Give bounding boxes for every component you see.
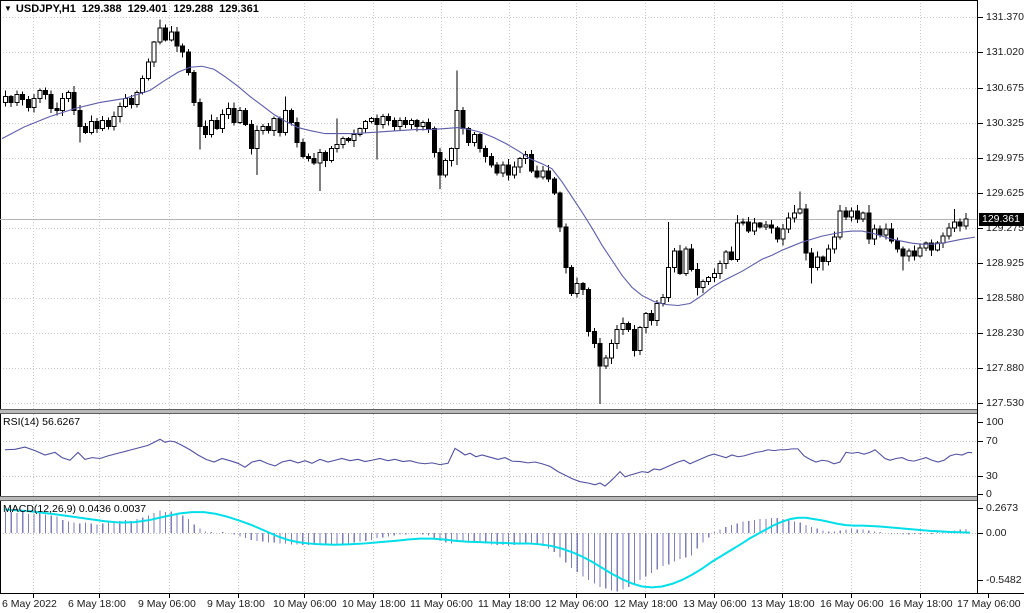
time-axis[interactable]: 6 May 2022 6 May 18:00 9 May 06:00 9 May 18… <box>0 593 1024 613</box>
price-axis-label: 131.020 <box>986 46 1024 58</box>
rsi-axis-label: 0 <box>986 488 992 500</box>
close-value: 129.361 <box>219 3 259 15</box>
price-axis-label: 127.880 <box>986 362 1024 374</box>
time-axis-tick <box>304 594 305 598</box>
price-axis-label: 128.230 <box>986 327 1024 339</box>
time-axis-tick <box>238 594 239 598</box>
time-axis-tick <box>441 594 442 598</box>
rsi-axis-label: 70 <box>986 435 998 447</box>
high-value: 129.401 <box>127 3 168 15</box>
price-axis-label-tick <box>978 193 983 194</box>
time-axis-tick <box>99 594 100 598</box>
rsi-axis-label-tick <box>978 476 983 477</box>
price-axis-label-tick <box>978 333 983 334</box>
collapse-icon[interactable]: ▼ <box>4 4 12 13</box>
time-axis-tick <box>576 594 577 598</box>
macd-axis-label-tick <box>978 533 983 534</box>
symbol-period-label: USDJPY,H1 <box>15 3 76 15</box>
rsi-axis-label-tick <box>978 441 983 442</box>
open-value: 129.388 <box>81 3 122 15</box>
macd-axis-label-tick <box>978 508 983 509</box>
time-axis-label: 6 May 18:00 <box>68 598 126 610</box>
time-axis-label: 10 May 18:00 <box>342 598 406 610</box>
macd-axis-label: 0.00 <box>986 527 1007 539</box>
macd-axis-label: -0.5482 <box>986 574 1022 586</box>
time-axis-label: 11 May 18:00 <box>478 598 541 610</box>
macd-current-value: 0.0436 <box>78 503 111 515</box>
time-axis-label: 10 May 06:00 <box>273 598 337 610</box>
price-axis-label-tick <box>978 52 983 53</box>
price-axis-label: 130.675 <box>986 82 1024 94</box>
price-axis-label: 128.580 <box>986 292 1024 304</box>
low-value: 129.288 <box>173 3 214 15</box>
price-axis-label-tick <box>978 368 983 369</box>
time-axis-label: 13 May 18:00 <box>751 598 815 610</box>
time-axis-tick <box>782 594 783 598</box>
price-axis-label: 129.275 <box>986 222 1024 234</box>
time-axis-label: 9 May 18:00 <box>207 598 265 610</box>
price-axis-label: 130.325 <box>986 117 1024 129</box>
price-axis-label-tick <box>978 298 983 299</box>
rsi-axis-label-tick <box>978 494 983 495</box>
rsi-current-value: 56.6267 <box>42 416 81 428</box>
time-axis-label: 13 May 06:00 <box>683 598 747 610</box>
price-axis-label: 131.370 <box>986 11 1024 23</box>
time-axis-tick <box>33 594 34 598</box>
time-axis-tick <box>169 594 170 598</box>
price-axis-label-tick <box>978 403 983 404</box>
macd-chart-canvas[interactable] <box>0 501 977 593</box>
panel-splitter-macd[interactable] <box>0 496 1024 501</box>
time-axis-tick <box>988 594 989 598</box>
chart-title-bar: ▼ USDJPY,H1 129.388 129.401 129.288 129.361 <box>4 3 265 15</box>
price-axis-label-tick <box>978 88 983 89</box>
price-axis-label: 129.625 <box>986 187 1024 199</box>
price-axis-label-tick <box>978 263 983 264</box>
rsi-chart-canvas[interactable] <box>0 414 977 496</box>
time-axis-tick <box>509 594 510 598</box>
rsi-panel[interactable] <box>0 414 977 496</box>
price-axis-label-tick <box>978 158 983 159</box>
time-axis-label: 16 May 18:00 <box>889 598 953 610</box>
candlestick-chart-canvas[interactable] <box>0 0 977 409</box>
main-chart-panel[interactable] <box>0 0 977 409</box>
macd-panel[interactable] <box>0 501 977 593</box>
time-axis-tick <box>920 594 921 598</box>
time-axis-label: 11 May 06:00 <box>410 598 473 610</box>
macd-signal-value: 0.0037 <box>113 503 147 515</box>
time-axis-label: 9 May 06:00 <box>138 598 196 610</box>
rsi-axis-label: 30 <box>986 470 998 482</box>
price-axis-label-tick <box>978 17 983 18</box>
time-axis-label: 17 May 06:00 <box>957 598 1021 610</box>
time-axis-label: 6 May 2022 <box>2 598 57 610</box>
macd-axis-label: 0.2673 <box>986 502 1019 514</box>
time-axis-label: 16 May 06:00 <box>820 598 884 610</box>
panel-splitter-rsi[interactable] <box>0 409 1024 414</box>
time-axis-label: 12 May 06:00 <box>545 598 609 610</box>
time-axis-tick <box>851 594 852 598</box>
price-axis-label: 128.925 <box>986 257 1024 269</box>
macd-indicator-label: MACD(12,26,9) 0.0436 0.0037 <box>3 503 147 515</box>
time-axis-tick <box>373 594 374 598</box>
current-price-tag: 129.361 <box>979 213 1024 226</box>
rsi-axis-label-tick <box>978 422 983 423</box>
macd-axis-label-tick <box>978 580 983 581</box>
price-axis-label: 129.975 <box>986 152 1024 164</box>
rsi-axis-label: 100 <box>986 416 1004 428</box>
time-axis-tick <box>714 594 715 598</box>
price-axis-label-tick <box>978 123 983 124</box>
rsi-indicator-label: RSI(14) 56.6267 <box>3 416 81 428</box>
price-axis-label: 127.530 <box>986 397 1024 409</box>
time-axis-tick <box>645 594 646 598</box>
time-axis-label: 12 May 18:00 <box>614 598 678 610</box>
price-axis[interactable]: 129.361 131.370 131.020 130.675 130.325 129.… <box>977 0 1024 593</box>
price-axis-label-tick <box>978 228 983 229</box>
